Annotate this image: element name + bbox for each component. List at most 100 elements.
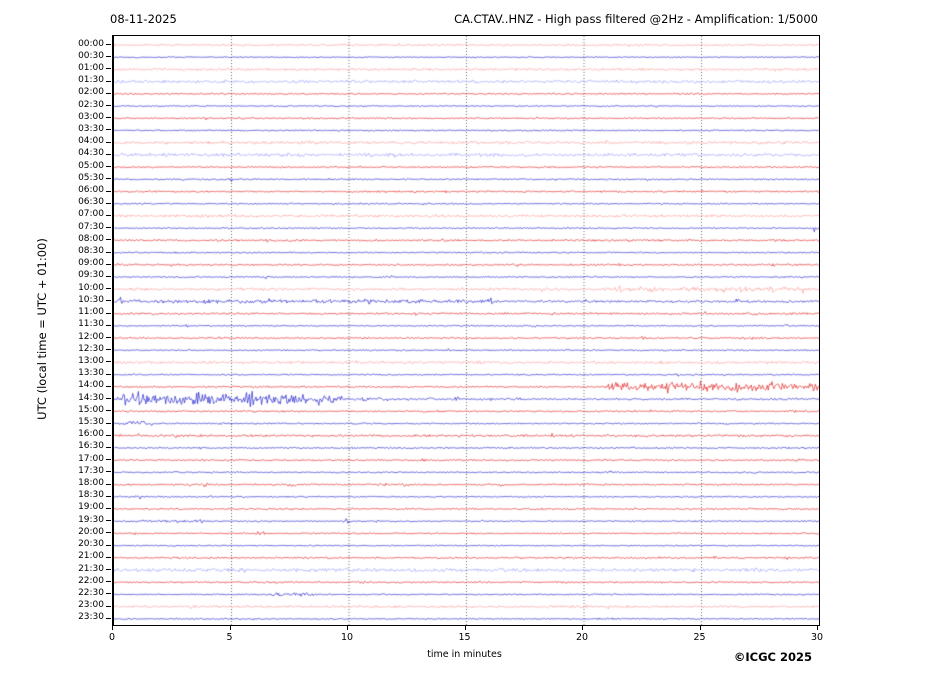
x-tick-label-0: 0: [108, 632, 116, 643]
row-label-2230: 22:30: [78, 587, 104, 598]
y-tick: [106, 459, 111, 461]
y-tick: [106, 166, 111, 168]
row-label-2100: 21:00: [78, 551, 104, 562]
row-label-1430: 14:30: [78, 392, 104, 403]
y-tick: [106, 446, 111, 448]
y-tick: [106, 141, 111, 143]
y-tick: [106, 385, 111, 387]
row-label-1000: 10:00: [78, 282, 104, 293]
row-label-0400: 04:00: [78, 136, 104, 147]
row-label-1500: 15:00: [78, 404, 104, 415]
row-label-2200: 22:00: [78, 575, 104, 586]
header-station-title: CA.CTAV..HNZ - High pass filtered @2Hz -…: [454, 12, 818, 26]
row-label-1200: 12:00: [78, 331, 104, 342]
row-label-0800: 08:00: [78, 233, 104, 244]
y-tick: [106, 227, 111, 229]
row-label-0200: 02:00: [78, 87, 104, 98]
x-tick: [112, 625, 113, 630]
y-tick: [106, 214, 111, 216]
y-tick: [106, 92, 111, 94]
x-tick-label-25: 25: [693, 632, 706, 643]
row-label-0830: 08:30: [78, 246, 104, 257]
y-tick: [106, 288, 111, 290]
y-tick: [106, 593, 111, 595]
row-label-0600: 06:00: [78, 185, 104, 196]
y-tick: [106, 105, 111, 107]
row-label-1130: 11:30: [78, 319, 104, 330]
row-label-1400: 14:00: [78, 380, 104, 391]
row-label-0730: 07:30: [78, 221, 104, 232]
y-tick: [106, 507, 111, 509]
row-label-0130: 01:30: [78, 75, 104, 86]
row-label-1530: 15:30: [78, 417, 104, 427]
row-label-1830: 18:30: [78, 490, 104, 501]
row-label-0000: 00:00: [78, 38, 104, 49]
y-tick: [106, 617, 111, 619]
row-label-0630: 06:30: [78, 197, 104, 208]
row-label-1630: 16:30: [78, 441, 104, 452]
row-label-1330: 13:30: [78, 368, 104, 379]
x-tick: [699, 625, 701, 630]
x-tick-label-30: 30: [810, 632, 824, 643]
y-tick: [106, 239, 111, 241]
x-tick: [229, 625, 231, 630]
y-tick: [106, 556, 111, 558]
y-tick: [106, 56, 111, 58]
row-label-0330: 03:30: [78, 123, 104, 134]
row-label-1900: 19:00: [78, 502, 104, 513]
row-label-0230: 02:30: [78, 99, 104, 110]
y-tick: [106, 410, 111, 412]
row-label-0300: 03:00: [78, 111, 104, 122]
x-tick: [582, 625, 583, 630]
helicorder-plot: [112, 35, 820, 626]
y-tick: [106, 263, 111, 265]
y-tick: [106, 117, 111, 119]
row-label-1800: 18:00: [78, 478, 104, 489]
row-label-0030: 00:30: [78, 50, 104, 61]
row-label-2300: 23:00: [78, 600, 104, 611]
row-label-1600: 16:00: [78, 429, 104, 440]
y-tick: [106, 312, 111, 314]
y-tick: [106, 324, 111, 326]
y-tick: [106, 153, 111, 155]
x-tick: [347, 625, 348, 630]
y-tick: [106, 569, 111, 571]
y-tick: [106, 495, 111, 497]
header-date: 08-11-2025: [110, 12, 177, 26]
row-label-1030: 10:30: [78, 294, 104, 305]
x-tick-label-15: 15: [458, 632, 471, 643]
y-tick: [106, 532, 111, 534]
y-tick: [106, 80, 111, 82]
y-tick: [106, 605, 111, 607]
y-tick: [106, 581, 111, 583]
row-label-0500: 05:00: [78, 160, 104, 171]
y-tick: [106, 337, 111, 339]
x-tick: [464, 625, 466, 630]
row-label-2330: 23:30: [78, 612, 104, 623]
row-label-2030: 20:30: [78, 539, 104, 550]
row-label-1100: 11:00: [78, 307, 104, 318]
x-tick-label-10: 10: [340, 632, 354, 643]
y-tick: [106, 471, 111, 473]
x-tick: [817, 625, 818, 630]
y-tick: [106, 275, 111, 277]
y-tick: [106, 434, 111, 436]
row-label-1730: 17:30: [78, 465, 104, 476]
y-tick: [106, 544, 111, 546]
y-tick: [106, 361, 111, 363]
y-tick: [106, 422, 111, 424]
row-label-0900: 09:00: [78, 258, 104, 269]
y-tick: [106, 178, 111, 180]
y-tick: [106, 129, 111, 131]
y-tick: [106, 483, 111, 485]
x-tick-label-5: 5: [226, 632, 233, 643]
y-tick: [106, 202, 111, 204]
y-tick: [106, 68, 111, 70]
x-axis-label: time in minutes: [427, 649, 502, 660]
row-label-2130: 21:30: [78, 563, 104, 574]
row-label-1930: 19:30: [78, 514, 104, 525]
row-label-0100: 01:00: [78, 62, 104, 73]
y-tick: [106, 44, 111, 45]
copyright-credit: ©ICGC 2025: [733, 650, 812, 664]
